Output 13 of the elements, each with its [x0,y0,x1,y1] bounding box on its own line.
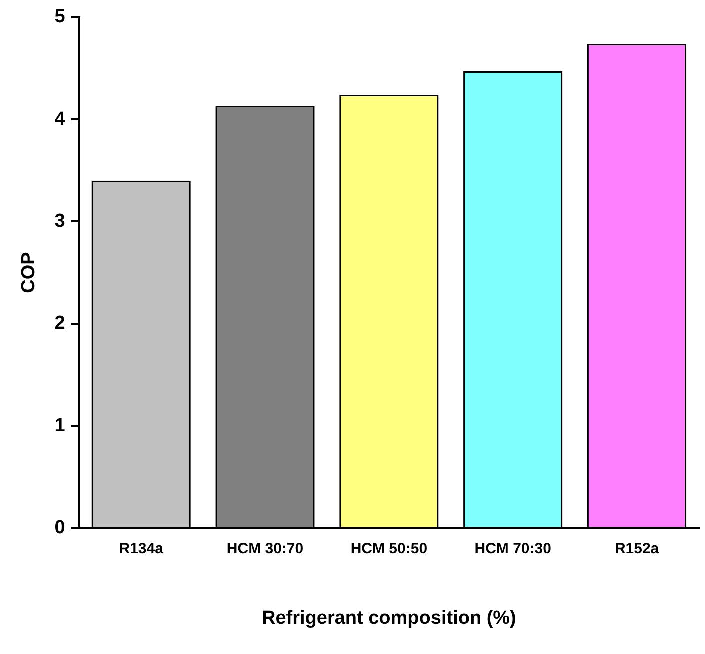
y-tick-label: 4 [54,108,66,130]
y-axis-title: COP [18,252,40,294]
x-tick-label: HCM 50:50 [350,540,428,558]
x-tick-label: HCM 70:30 [474,540,552,558]
y-tick-label: 0 [54,517,66,538]
y-tick-label: 2 [54,313,66,334]
y-tick-label: 1 [54,415,66,436]
y-tick-label: 5 [54,6,66,28]
x-tick-label: R134a [119,540,164,558]
x-axis-title: Refrigerant composition (%) [262,608,516,629]
x-tick-label: HCM 30:70 [226,540,304,558]
y-tick-label: 3 [54,210,66,232]
x-tick-label: R152a [614,540,660,558]
